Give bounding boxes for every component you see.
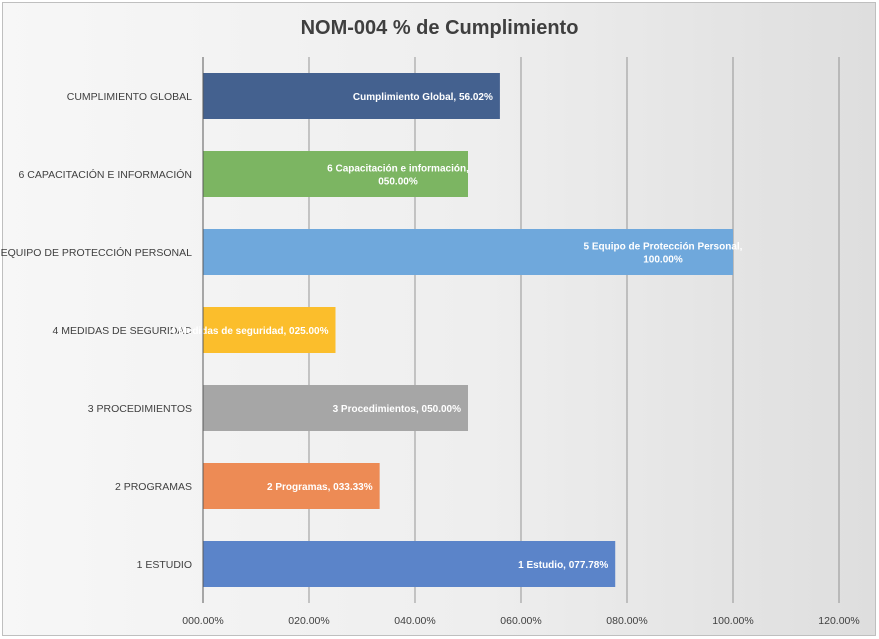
x-tick-label: 080.00% xyxy=(606,615,647,627)
bar xyxy=(203,151,468,197)
x-tick-label: 020.00% xyxy=(288,615,329,627)
x-tick-label: 000.00% xyxy=(182,615,223,627)
data-label: 6 Capacitación e información, xyxy=(327,164,469,175)
data-label: 2 Programas, 033.33% xyxy=(267,482,373,493)
data-label: 050.00% xyxy=(378,177,418,188)
bar xyxy=(203,73,500,119)
category-label: 1 ESTUDIO xyxy=(137,559,192,571)
chart-title: NOM-004 % de Cumplimiento xyxy=(300,17,579,39)
data-label: 3 Procedimientos, 050.00% xyxy=(333,404,462,415)
x-tick-label: 100.00% xyxy=(712,615,753,627)
data-label: 5 Equipo de Protección Personal, xyxy=(584,242,743,253)
category-label: 5 EQUIPO DE PROTECCIÓN PERSONAL xyxy=(0,246,192,259)
bar xyxy=(203,463,380,509)
data-label: 1 Estudio, 077.78% xyxy=(518,560,608,571)
data-label: 100.00% xyxy=(643,255,683,266)
category-label: 3 PROCEDIMIENTOS xyxy=(88,403,192,415)
category-label: 2 PROGRAMAS xyxy=(115,481,192,493)
bar xyxy=(203,541,616,587)
x-tick-label: 120.00% xyxy=(818,615,859,627)
data-label: Cumplimiento Global, 56.02% xyxy=(353,92,493,103)
x-tick-label: 060.00% xyxy=(500,615,541,627)
bar xyxy=(203,385,468,431)
data-label: 4 Medidas de seguridad, 025.00% xyxy=(170,326,329,337)
category-label: 6 CAPACITACIÓN E INFORMACIÓN xyxy=(19,168,192,181)
category-label: 4 MEDIDAS DE SEGURIDAD xyxy=(53,325,193,337)
bar xyxy=(203,307,336,353)
category-label: CUMPLIMIENTO GLOBAL xyxy=(67,91,192,103)
bar xyxy=(203,229,733,275)
x-tick-label: 040.00% xyxy=(394,615,435,627)
